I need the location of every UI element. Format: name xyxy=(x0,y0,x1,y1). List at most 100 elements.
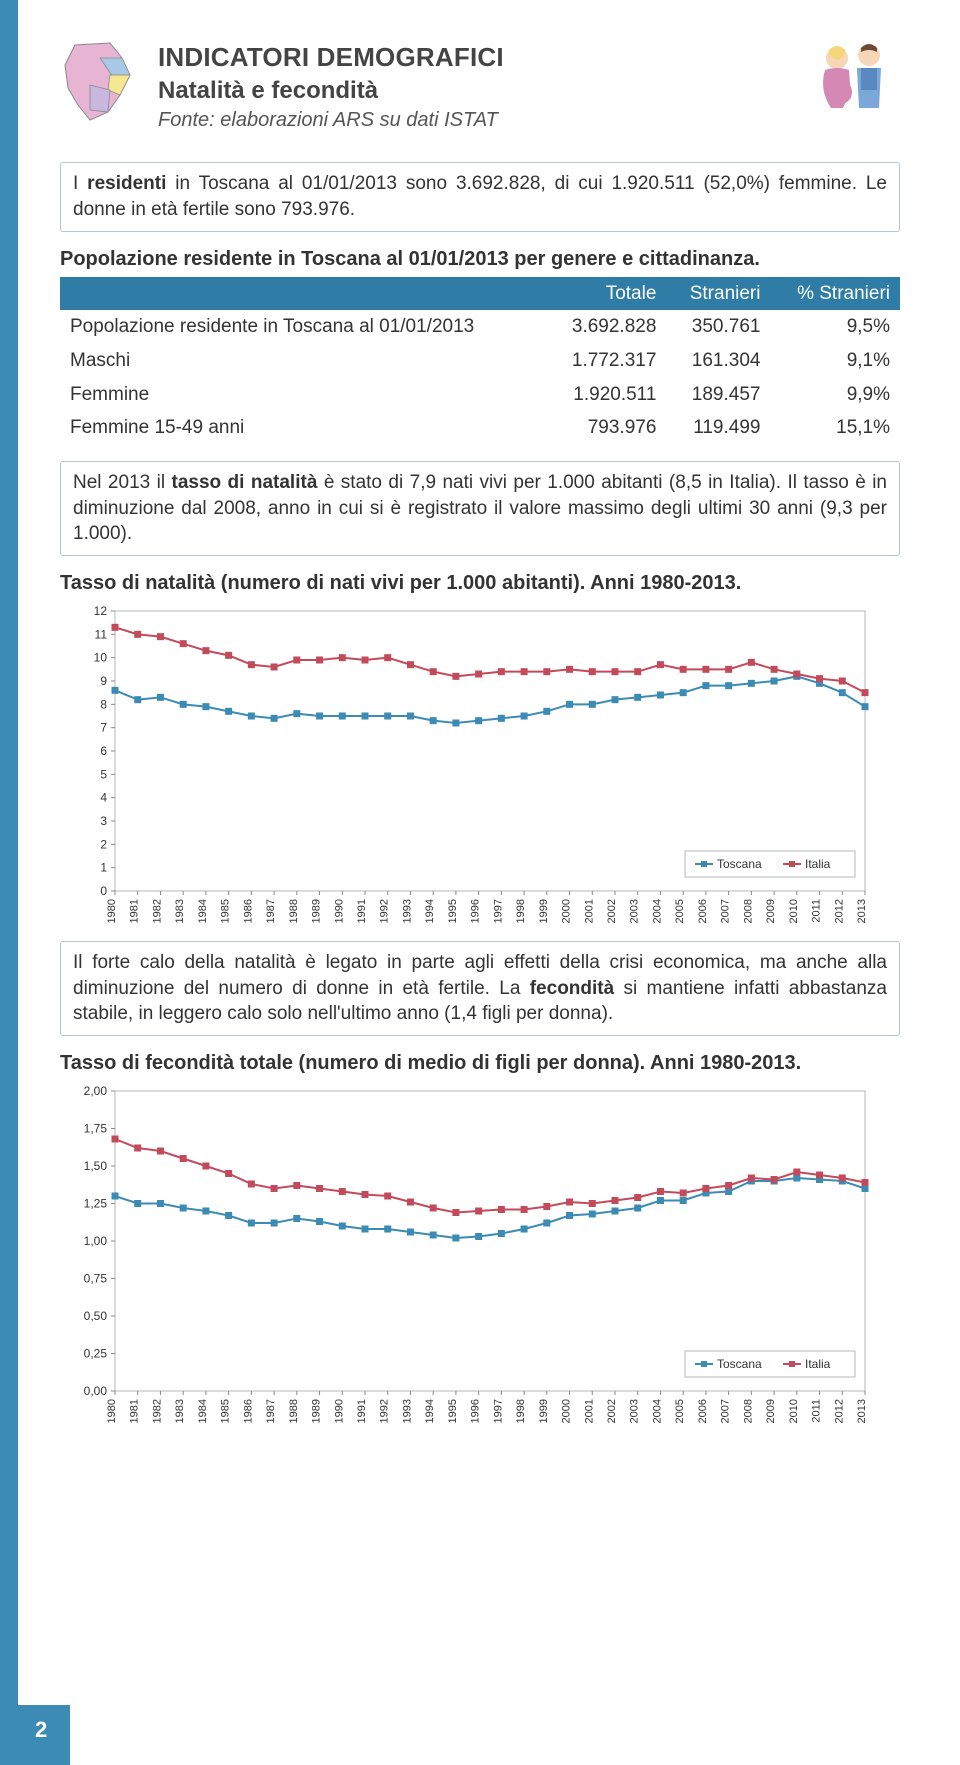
table-cell: 793.976 xyxy=(547,411,667,445)
svg-text:1994: 1994 xyxy=(424,1399,436,1423)
fertility-box: Il forte calo della natalità è legato in… xyxy=(60,941,900,1036)
svg-text:1997: 1997 xyxy=(492,899,504,923)
svg-text:1997: 1997 xyxy=(492,1399,504,1423)
svg-text:1986: 1986 xyxy=(242,899,254,923)
table-cell: 119.499 xyxy=(666,411,770,445)
table-row: Popolazione residente in Toscana al 01/0… xyxy=(60,310,900,344)
titles: INDICATORI DEMOGRAFICI Natalità e fecond… xyxy=(158,40,787,134)
svg-text:2012: 2012 xyxy=(833,899,845,923)
svg-text:2009: 2009 xyxy=(765,1399,777,1423)
svg-text:2008: 2008 xyxy=(742,899,754,923)
svg-text:2001: 2001 xyxy=(583,1399,595,1423)
table-cell: 1.772.317 xyxy=(547,344,667,378)
page-source: Fonte: elaborazioni ARS su dati ISTAT xyxy=(158,107,787,134)
chart1-caption: Tasso di natalità (numero di nati vivi p… xyxy=(60,570,900,597)
table-row: Femmine1.920.511189.4579,9% xyxy=(60,378,900,412)
svg-text:1995: 1995 xyxy=(447,1399,459,1423)
svg-text:2008: 2008 xyxy=(742,1399,754,1423)
svg-text:1984: 1984 xyxy=(197,899,209,923)
svg-text:12: 12 xyxy=(94,604,108,618)
svg-text:2004: 2004 xyxy=(651,899,663,923)
svg-text:1987: 1987 xyxy=(265,899,277,923)
svg-text:2012: 2012 xyxy=(833,1399,845,1423)
svg-text:2010: 2010 xyxy=(788,1399,800,1423)
table-header-cell: % Stranieri xyxy=(770,277,900,311)
svg-text:6: 6 xyxy=(100,744,107,758)
table-cell: 189.457 xyxy=(666,378,770,412)
svg-text:1999: 1999 xyxy=(538,899,550,923)
svg-text:2007: 2007 xyxy=(720,899,732,923)
table-cell: Femmine xyxy=(60,378,547,412)
intro-box: I residenti in Toscana al 01/01/2013 son… xyxy=(60,162,900,231)
svg-text:2,00: 2,00 xyxy=(84,1084,108,1098)
svg-text:2005: 2005 xyxy=(674,899,686,923)
svg-text:1980: 1980 xyxy=(106,1399,118,1423)
svg-text:2000: 2000 xyxy=(561,1399,573,1423)
svg-text:1981: 1981 xyxy=(129,1399,141,1423)
table-cell: 1.920.511 xyxy=(547,378,667,412)
table-body: Popolazione residente in Toscana al 01/0… xyxy=(60,310,900,445)
chart2-wrap: 0,000,250,500,751,001,251,501,752,001980… xyxy=(60,1081,900,1441)
svg-text:2013: 2013 xyxy=(856,899,868,923)
table-header-cell: Totale xyxy=(547,277,667,311)
svg-text:2003: 2003 xyxy=(629,899,641,923)
svg-text:1994: 1994 xyxy=(424,899,436,923)
svg-text:1987: 1987 xyxy=(265,1399,277,1423)
population-table: TotaleStranieri% Stranieri Popolazione r… xyxy=(60,277,900,445)
svg-text:1,00: 1,00 xyxy=(84,1234,108,1248)
svg-text:2002: 2002 xyxy=(606,899,618,923)
svg-text:1,50: 1,50 xyxy=(84,1159,108,1173)
svg-text:11: 11 xyxy=(95,627,108,641)
svg-text:1999: 1999 xyxy=(538,1399,550,1423)
svg-text:2003: 2003 xyxy=(629,1399,641,1423)
svg-text:1981: 1981 xyxy=(129,899,141,923)
svg-text:2009: 2009 xyxy=(765,899,777,923)
table-cell: Maschi xyxy=(60,344,547,378)
tuscany-map-icon xyxy=(60,40,140,125)
table-cell: Femmine 15-49 anni xyxy=(60,411,547,445)
svg-text:1992: 1992 xyxy=(379,1399,391,1423)
svg-text:1,25: 1,25 xyxy=(84,1196,108,1210)
svg-text:1993: 1993 xyxy=(401,1399,413,1423)
svg-text:2002: 2002 xyxy=(606,1399,618,1423)
svg-text:2011: 2011 xyxy=(811,1399,823,1423)
table-header-cell xyxy=(60,277,547,311)
table-cell: 350.761 xyxy=(666,310,770,344)
svg-text:2007: 2007 xyxy=(720,1399,732,1423)
svg-text:5: 5 xyxy=(100,767,107,781)
table-cell: 15,1% xyxy=(770,411,900,445)
header: INDICATORI DEMOGRAFICI Natalità e fecond… xyxy=(60,40,900,134)
svg-text:2013: 2013 xyxy=(856,1399,868,1423)
svg-text:1984: 1984 xyxy=(197,1399,209,1423)
svg-text:2011: 2011 xyxy=(811,899,823,923)
svg-text:1988: 1988 xyxy=(288,1399,300,1423)
svg-text:1985: 1985 xyxy=(220,899,232,923)
table-row: Femmine 15-49 anni793.976119.49915,1% xyxy=(60,411,900,445)
table-header-cell: Stranieri xyxy=(666,277,770,311)
svg-text:1993: 1993 xyxy=(401,899,413,923)
svg-text:Toscana: Toscana xyxy=(717,1357,762,1371)
side-tab xyxy=(0,0,18,1765)
svg-text:Italia: Italia xyxy=(805,857,831,871)
table-cell: 9,9% xyxy=(770,378,900,412)
svg-text:1990: 1990 xyxy=(333,899,345,923)
svg-text:1989: 1989 xyxy=(311,1399,323,1423)
natality-box: Nel 2013 il tasso di natalità è stato di… xyxy=(60,461,900,556)
table-row: Maschi1.772.317161.3049,1% xyxy=(60,344,900,378)
svg-text:2004: 2004 xyxy=(651,1399,663,1423)
svg-text:2001: 2001 xyxy=(583,899,595,923)
svg-text:1980: 1980 xyxy=(106,899,118,923)
svg-text:2006: 2006 xyxy=(697,899,709,923)
svg-text:1998: 1998 xyxy=(515,1399,527,1423)
table-cell: 9,1% xyxy=(770,344,900,378)
page-subtitle: Natalità e fecondità xyxy=(158,75,787,107)
page: INDICATORI DEMOGRAFICI Natalità e fecond… xyxy=(0,0,960,1765)
svg-text:1989: 1989 xyxy=(311,899,323,923)
svg-text:1986: 1986 xyxy=(242,1399,254,1423)
svg-text:1995: 1995 xyxy=(447,899,459,923)
svg-text:8: 8 xyxy=(100,697,107,711)
svg-text:1992: 1992 xyxy=(379,899,391,923)
svg-text:1998: 1998 xyxy=(515,899,527,923)
table-cell: Popolazione residente in Toscana al 01/0… xyxy=(60,310,547,344)
svg-text:0,25: 0,25 xyxy=(84,1346,108,1360)
